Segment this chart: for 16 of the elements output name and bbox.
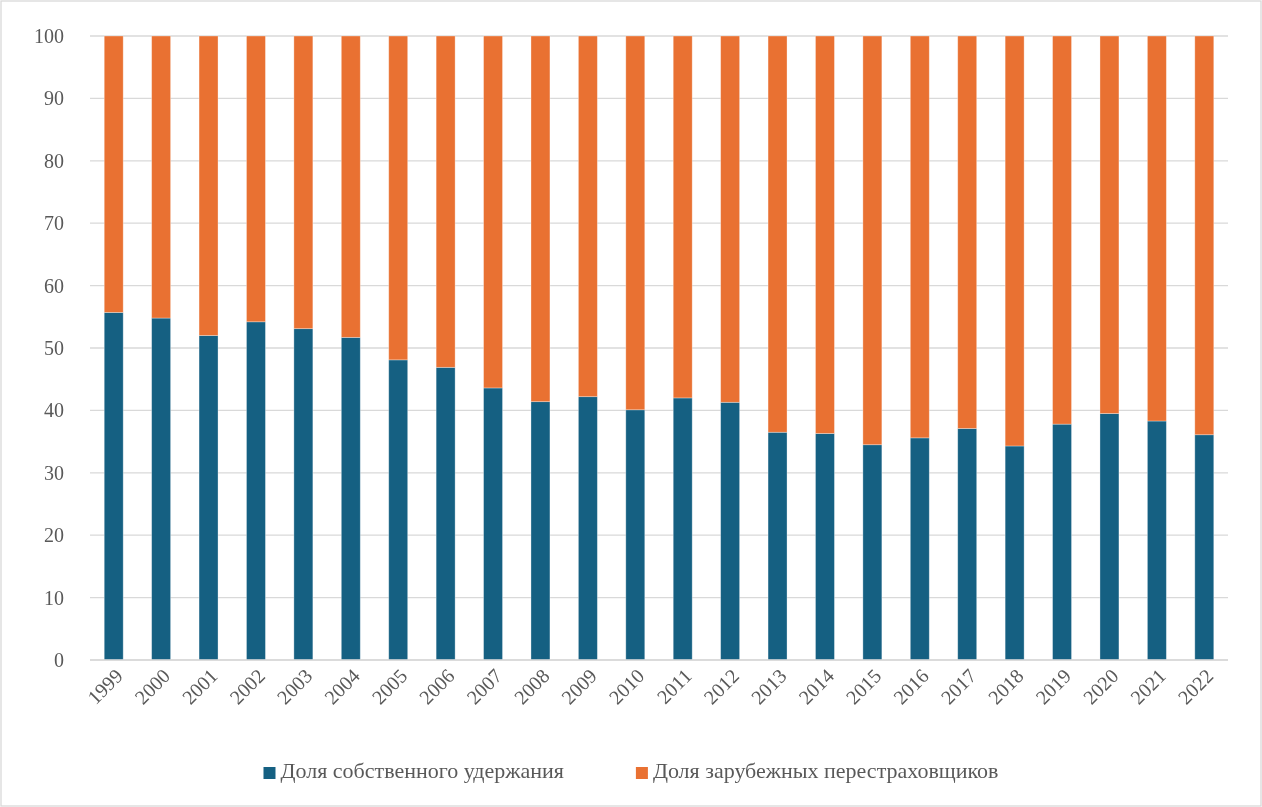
y-tick-label: 0 — [54, 648, 64, 671]
legend-label: Доля зарубежных перестраховщиков — [652, 758, 999, 784]
x-tick-label: 2021 — [1126, 664, 1170, 709]
y-tick-label: 50 — [44, 336, 64, 359]
legend-label: Доля собственного удержания — [280, 758, 564, 784]
x-tick-label: 1999 — [82, 664, 127, 709]
y-tick-label: 80 — [44, 149, 64, 172]
y-tick-label: 40 — [44, 399, 64, 422]
y-tick-label: 100 — [34, 24, 64, 47]
y-tick-label: 10 — [44, 586, 64, 609]
x-tick-label: 2011 — [652, 664, 696, 708]
y-tick-label: 60 — [44, 274, 64, 297]
y-tick-label: 20 — [44, 524, 64, 547]
y-tick-label: 70 — [44, 212, 64, 235]
y-tick-label: 30 — [44, 461, 64, 484]
y-tick-label: 90 — [44, 87, 64, 110]
